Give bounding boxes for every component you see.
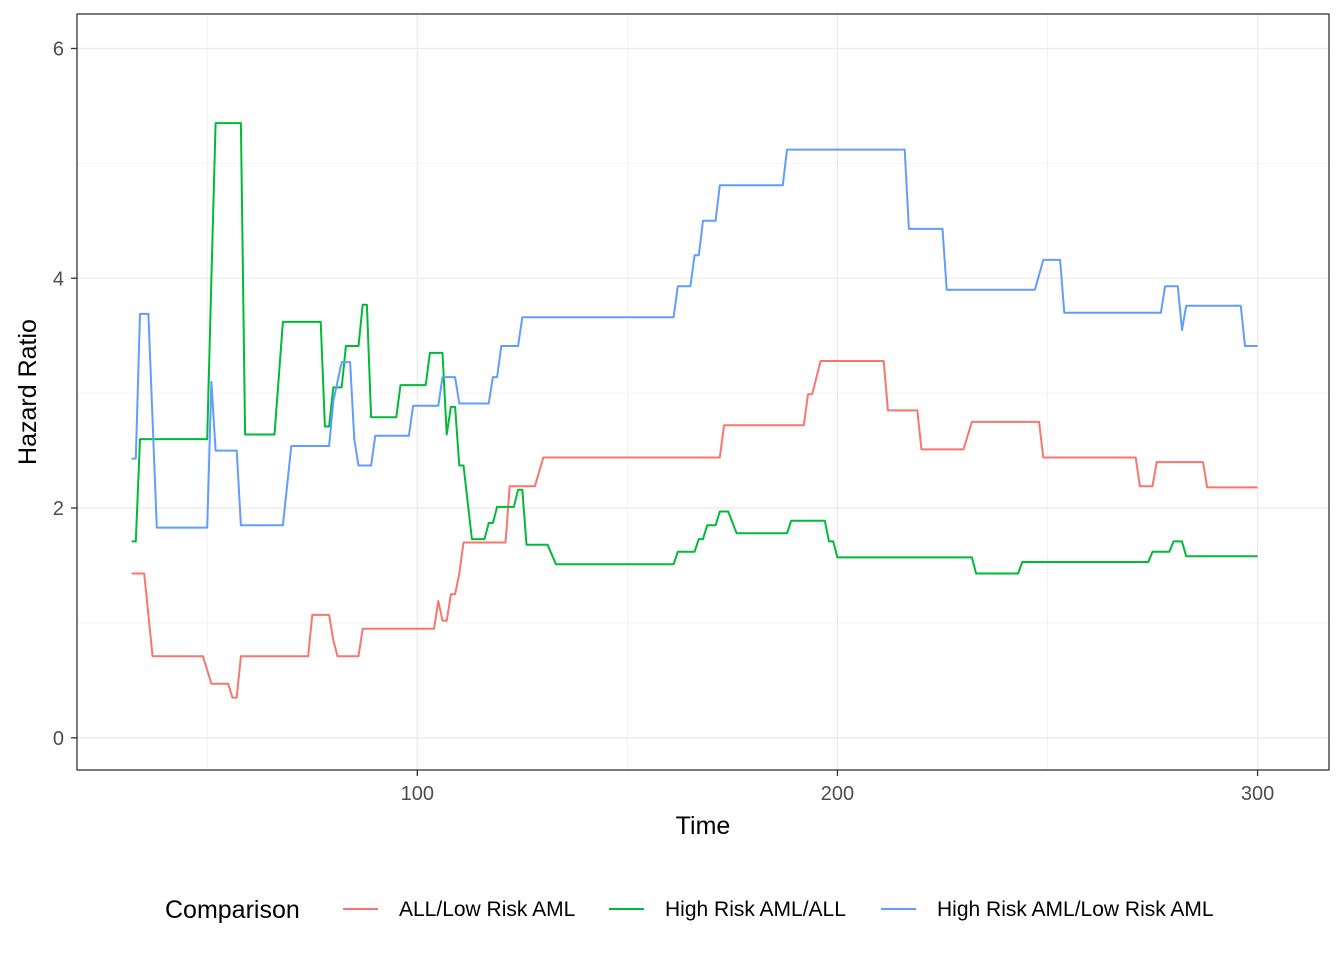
series-lines bbox=[131, 122, 1258, 699]
x-tick-label: 100 bbox=[401, 783, 434, 805]
y-tick-label: 2 bbox=[53, 498, 64, 520]
legend-title: Comparison bbox=[165, 896, 300, 924]
y-tick-label: 6 bbox=[53, 38, 64, 60]
y-tick-label: 4 bbox=[53, 268, 64, 290]
x-tick-label: 300 bbox=[1241, 783, 1274, 805]
x-tick-label: 200 bbox=[821, 783, 854, 805]
legend-label-2: High Risk AML/Low Risk AML bbox=[937, 898, 1214, 921]
y-axis-title: Hazard Ratio bbox=[14, 319, 42, 465]
legend-label-1: High Risk AML/ALL bbox=[665, 898, 846, 921]
series-line-1 bbox=[131, 122, 1258, 575]
legend: Comparison ALL/Low Risk AML High Risk AML… bbox=[165, 896, 1214, 924]
axis-ticks: 100 200 300 0 2 4 6 bbox=[53, 38, 1274, 805]
y-tick-label: 0 bbox=[53, 728, 64, 750]
series-line-0 bbox=[131, 360, 1258, 699]
legend-label-0: ALL/Low Risk AML bbox=[399, 898, 575, 921]
plot-background bbox=[77, 14, 1329, 770]
plot-border bbox=[76, 13, 1330, 771]
x-axis-title: Time bbox=[676, 812, 731, 840]
series-line-2 bbox=[131, 148, 1258, 529]
